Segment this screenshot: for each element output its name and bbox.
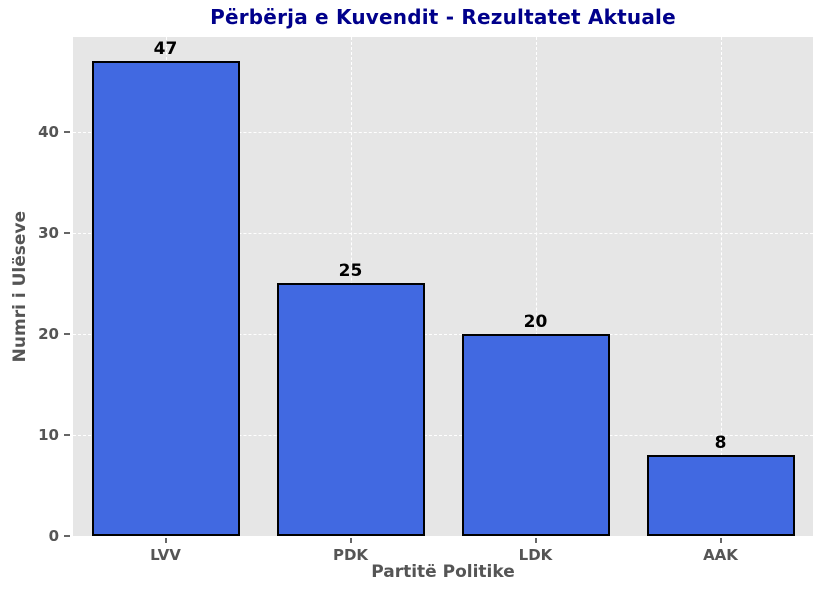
y-gridline bbox=[73, 434, 813, 436]
y-gridline bbox=[73, 333, 813, 335]
y-tick-label: 20 bbox=[38, 324, 59, 343]
x-tick-mark bbox=[349, 538, 352, 543]
y-gridline bbox=[73, 131, 813, 133]
bar bbox=[646, 455, 795, 536]
bar bbox=[461, 333, 610, 536]
bar-value-label: 20 bbox=[523, 311, 548, 332]
x-tick-label: AAK bbox=[703, 546, 738, 564]
y-tick-mark bbox=[64, 535, 70, 537]
x-gridline bbox=[535, 37, 537, 536]
y-axis-label-wrap: Numri i Ulëseve bbox=[6, 37, 34, 536]
y-tick-label: 0 bbox=[48, 527, 59, 545]
y-tick-label: 10 bbox=[38, 425, 59, 444]
bar-value-label: 47 bbox=[153, 38, 178, 59]
y-tick-mark bbox=[64, 332, 70, 335]
bar-value-label: 8 bbox=[714, 433, 727, 454]
plot-area: 47 25 20 8 bbox=[73, 37, 813, 536]
x-tick-mark bbox=[719, 538, 722, 543]
y-tick-mark bbox=[64, 433, 70, 436]
y-tick-label: 30 bbox=[38, 223, 59, 242]
x-tick-label: PDK bbox=[332, 546, 369, 564]
bar bbox=[91, 60, 240, 536]
x-axis-label: Partitë Politike bbox=[371, 562, 515, 582]
y-tick-label: 40 bbox=[38, 122, 59, 141]
x-gridline bbox=[720, 37, 722, 536]
chart-title: Përbërja e Kuvendit - Rezultatet Aktuale bbox=[210, 5, 676, 29]
x-tick-label: LDK bbox=[518, 546, 553, 564]
y-gridline bbox=[73, 232, 813, 234]
bar bbox=[276, 283, 425, 536]
y-tick-mark bbox=[64, 231, 70, 234]
y-tick-mark bbox=[64, 130, 70, 133]
x-tick-label: LVV bbox=[150, 546, 181, 564]
x-tick-mark bbox=[164, 538, 167, 543]
x-tick-mark bbox=[534, 538, 537, 543]
bar-value-label: 25 bbox=[338, 261, 363, 282]
